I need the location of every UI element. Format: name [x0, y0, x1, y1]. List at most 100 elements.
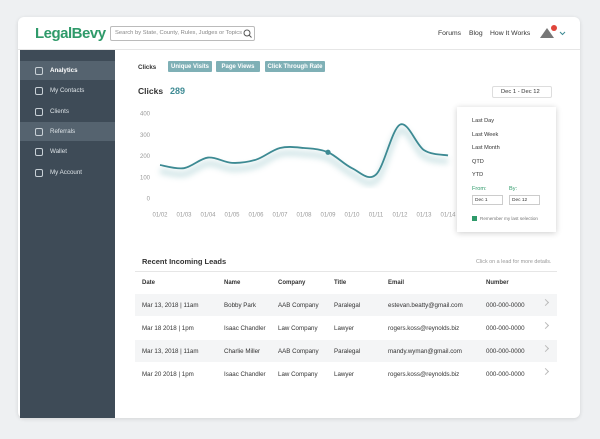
y-tick-label: 100 — [140, 175, 151, 181]
lead-cell: Law Company — [278, 325, 318, 332]
lead-cell: rogers.koss@reynolds.biz — [388, 371, 460, 378]
line-shadow — [159, 127, 449, 187]
sidebar-icon — [35, 67, 43, 75]
date-input[interactable]: Dec 1 — [472, 195, 503, 205]
date-input-value: Dec 1 — [475, 197, 488, 203]
x-tick-label: 01/06 — [248, 213, 264, 219]
x-tick-label: 01/09 — [320, 213, 336, 219]
lead-cell: estevan.beatty@gmail.com — [388, 302, 463, 309]
lead-cell: 000-000-0000 — [486, 302, 525, 309]
date-option[interactable]: Last Day — [472, 118, 495, 124]
search-icon — [243, 29, 252, 38]
lead-row[interactable] — [135, 294, 557, 316]
lead-cell: Isaac Chandler — [224, 371, 266, 378]
point-marker — [325, 149, 331, 155]
lead-cell: AAB Company — [278, 348, 319, 355]
tab-button-label: Click Through Rate — [267, 63, 323, 70]
remember-label: Remember my last selection — [480, 216, 538, 221]
x-tick-label: 01/10 — [344, 213, 360, 219]
date-option[interactable]: QTD — [472, 158, 484, 165]
x-tick-label: 01/14 — [440, 213, 456, 219]
x-tick-label: 01/04 — [200, 213, 216, 219]
column-header[interactable]: Company — [278, 280, 306, 286]
lead-cell: AAB Company — [278, 302, 319, 309]
date-option[interactable]: Last Week — [472, 131, 499, 138]
nav-link[interactable]: Blog — [469, 30, 483, 37]
column-header[interactable]: Number — [486, 280, 509, 286]
y-tick-label: 200 — [140, 154, 151, 160]
by-label: By: — [509, 186, 518, 192]
sidebar-item[interactable]: Clients — [50, 107, 69, 115]
lead-cell: Bobby Park — [224, 302, 256, 309]
x-tick-label: 01/07 — [272, 213, 288, 219]
lead-cell: Charlie Miller — [224, 348, 261, 355]
checkbox[interactable] — [472, 216, 477, 221]
from-label: From: — [472, 186, 487, 192]
x-tick-label: 01/13 — [416, 213, 432, 219]
nav-link[interactable]: How It Works — [490, 30, 531, 37]
column-header[interactable]: Email — [388, 280, 405, 286]
lead-row[interactable] — [135, 340, 557, 362]
sidebar-item[interactable]: Referrals — [50, 127, 76, 135]
tab-label: Clicks — [138, 64, 157, 71]
lead-cell: Paralegal — [334, 348, 361, 355]
lead-cell: Law Company — [278, 371, 318, 378]
sidebar-icon — [35, 87, 43, 96]
sidebar-icon — [35, 127, 43, 136]
column-header[interactable]: Title — [334, 280, 347, 286]
sidebar-item[interactable]: My Contacts — [50, 87, 85, 95]
search-box[interactable] — [110, 26, 255, 41]
sidebar-item[interactable]: My Account — [50, 168, 82, 176]
sidebar-item[interactable]: Analytics — [50, 67, 78, 74]
avatar[interactable] — [538, 24, 568, 42]
date-option[interactable]: YTD — [472, 172, 484, 179]
y-tick-label: 400 — [140, 112, 151, 118]
lead-cell: Paralegal — [334, 302, 361, 309]
x-tick-label: 01/08 — [296, 213, 312, 219]
chart-title: Clicks — [138, 86, 164, 96]
sidebar-icon — [35, 148, 43, 157]
lead-cell: Mar 13, 2018 | 11am — [142, 302, 199, 309]
date-option[interactable]: Last Month — [472, 145, 500, 152]
date-input-value: Dec 12 — [512, 197, 528, 203]
lead-cell: 000-000-0000 — [486, 325, 525, 332]
lead-cell: Mar 13, 2018 | 11am — [142, 348, 199, 355]
column-header[interactable]: Name — [224, 280, 241, 286]
lead-cell: Lawyer — [334, 325, 354, 332]
lead-cell: Mar 18 2018 | 1pm — [142, 325, 194, 332]
column-header[interactable]: Date — [142, 280, 156, 286]
sidebar-item[interactable]: Wallet — [50, 148, 67, 156]
y-tick-label: 300 — [140, 133, 151, 139]
chart-total: 289 — [170, 86, 186, 96]
date-input[interactable]: Dec 12 — [509, 195, 540, 205]
sidebar-icon — [35, 107, 43, 116]
tab-button[interactable]: Unique Visits — [168, 61, 212, 72]
leads-divider — [135, 271, 557, 272]
lead-cell: rogers.koss@reynolds.biz — [388, 325, 460, 332]
header-divider — [18, 49, 580, 50]
lead-row[interactable] — [135, 363, 557, 385]
date-dropdown-panel: Last Day Last Week Last Month QTD YTD From: By… — [457, 107, 556, 232]
tab-button-label: Page Views — [221, 63, 255, 70]
tab-button[interactable]: Page Views — [216, 61, 260, 72]
lead-cell: 000-000-0000 — [486, 371, 525, 378]
date-range-button[interactable]: Dec 1 - Dec 12 — [492, 86, 552, 98]
lead-cell: Mar 20 2018 | 1pm — [142, 371, 194, 378]
tab-button-label: Unique Visits — [171, 63, 209, 70]
lead-cell: 000-000-0000 — [486, 348, 525, 355]
lead-row[interactable] — [135, 317, 557, 339]
x-tick-label: 01/11 — [369, 213, 384, 219]
x-tick-label: 01/05 — [224, 213, 240, 219]
x-tick-label: 01/12 — [392, 213, 408, 219]
nav-link[interactable]: Forums — [438, 30, 462, 37]
sidebar-icon — [35, 168, 43, 177]
x-tick-label: 01/02 — [152, 213, 168, 219]
sidebar-active — [20, 61, 115, 80]
tab-button[interactable]: Click Through Rate — [265, 61, 325, 72]
date-range-label: Dec 1 - Dec 12 — [501, 89, 540, 95]
y-tick-label: 0 — [147, 197, 151, 203]
lead-cell: Lawyer — [334, 371, 354, 378]
lead-cell: Isaac Chandler — [224, 325, 266, 332]
